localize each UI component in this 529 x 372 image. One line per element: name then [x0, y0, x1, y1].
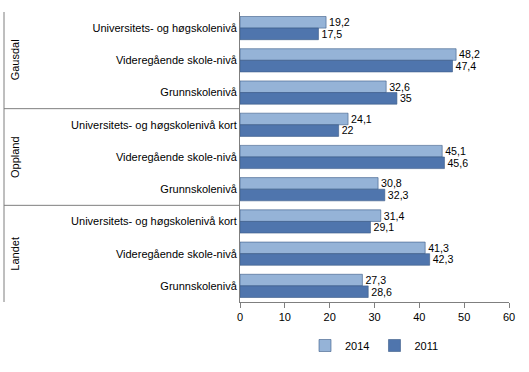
svg-text:48,2: 48,2 — [459, 48, 480, 60]
svg-text:Universitets- og høgskolenivå: Universitets- og høgskolenivå kort — [71, 215, 237, 227]
svg-text:47,4: 47,4 — [456, 60, 477, 72]
svg-text:Videregående skole-nivå: Videregående skole-nivå — [116, 248, 238, 260]
svg-text:Universitets- og høgskolenivå: Universitets- og høgskolenivå kort — [71, 119, 237, 131]
svg-text:Grunnskolenivå: Grunnskolenivå — [160, 280, 237, 292]
svg-text:Oppland: Oppland — [9, 136, 21, 178]
svg-text:50: 50 — [458, 311, 470, 323]
svg-text:45,6: 45,6 — [447, 157, 468, 169]
svg-text:45,1: 45,1 — [445, 145, 466, 157]
svg-text:32,6: 32,6 — [389, 81, 410, 93]
svg-text:32,3: 32,3 — [388, 189, 409, 201]
svg-text:Videregående skole-nivå: Videregående skole-nivå — [116, 54, 238, 66]
svg-text:35: 35 — [400, 92, 412, 104]
svg-text:42,3: 42,3 — [433, 253, 454, 265]
svg-text:2011: 2011 — [414, 340, 438, 352]
svg-text:Videregående skole-nivå: Videregående skole-nivå — [116, 151, 238, 163]
svg-text:41,3: 41,3 — [428, 242, 449, 254]
svg-text:Gausdal: Gausdal — [9, 39, 21, 80]
svg-text:30: 30 — [368, 311, 380, 323]
svg-text:24,1: 24,1 — [351, 113, 372, 125]
svg-text:Landet: Landet — [9, 237, 21, 271]
svg-text:Grunnskolenivå: Grunnskolenivå — [160, 86, 237, 98]
svg-text:10: 10 — [279, 311, 291, 323]
svg-text:2014: 2014 — [345, 340, 369, 352]
svg-text:17,5: 17,5 — [321, 28, 342, 40]
svg-text:Grunnskolenivå: Grunnskolenivå — [160, 183, 237, 195]
svg-text:20: 20 — [324, 311, 336, 323]
svg-text:0: 0 — [237, 311, 243, 323]
svg-text:60: 60 — [503, 311, 515, 323]
svg-text:19,2: 19,2 — [329, 16, 350, 28]
svg-text:28,6: 28,6 — [371, 286, 392, 298]
svg-text:22: 22 — [342, 124, 354, 136]
svg-text:Universitets- og høgskolenivå: Universitets- og høgskolenivå — [93, 22, 238, 34]
svg-text:40: 40 — [413, 311, 425, 323]
svg-text:27,3: 27,3 — [365, 274, 386, 286]
svg-text:31,4: 31,4 — [384, 210, 405, 222]
svg-text:30,8: 30,8 — [381, 177, 402, 189]
svg-text:29,1: 29,1 — [373, 221, 394, 233]
